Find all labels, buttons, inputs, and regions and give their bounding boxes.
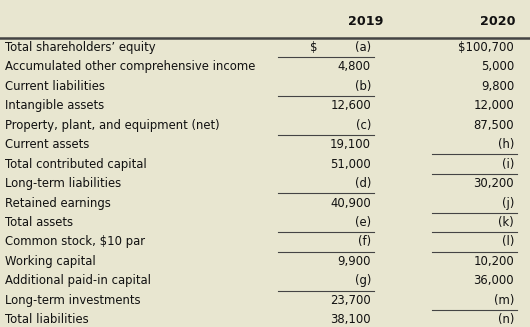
Text: (f): (f) [358, 235, 371, 249]
Text: Retained earnings: Retained earnings [5, 197, 111, 210]
Text: 36,000: 36,000 [473, 274, 514, 287]
Text: (b): (b) [355, 80, 371, 93]
Text: Long-term liabilities: Long-term liabilities [5, 177, 121, 190]
Text: Total liabilities: Total liabilities [5, 313, 89, 326]
Text: Common stock, $10 par: Common stock, $10 par [5, 235, 145, 249]
Text: (g): (g) [355, 274, 371, 287]
Text: 30,200: 30,200 [473, 177, 514, 190]
Text: 23,700: 23,700 [330, 294, 371, 307]
Text: Working capital: Working capital [5, 255, 96, 268]
Text: (m): (m) [494, 294, 514, 307]
Text: 10,200: 10,200 [473, 255, 514, 268]
Text: Total assets: Total assets [5, 216, 73, 229]
Text: (c): (c) [356, 119, 371, 132]
Text: Current assets: Current assets [5, 138, 90, 151]
Text: (j): (j) [502, 197, 514, 210]
Text: 12,600: 12,600 [330, 99, 371, 112]
Text: 51,000: 51,000 [330, 158, 371, 171]
Text: (i): (i) [502, 158, 514, 171]
Text: Additional paid-in capital: Additional paid-in capital [5, 274, 151, 287]
Text: Current liabilities: Current liabilities [5, 80, 105, 93]
Text: 9,900: 9,900 [338, 255, 371, 268]
Text: Accumulated other comprehensive income: Accumulated other comprehensive income [5, 60, 255, 73]
Text: Long-term investments: Long-term investments [5, 294, 141, 307]
Text: 9,800: 9,800 [481, 80, 514, 93]
Text: (l): (l) [502, 235, 514, 249]
Text: 2020: 2020 [481, 15, 516, 28]
Text: 5,000: 5,000 [481, 60, 514, 73]
Text: Property, plant, and equipment (net): Property, plant, and equipment (net) [5, 119, 220, 132]
Text: 4,800: 4,800 [338, 60, 371, 73]
Text: $100,700: $100,700 [458, 41, 514, 54]
Text: 38,100: 38,100 [330, 313, 371, 326]
Text: 2019: 2019 [348, 15, 383, 28]
Text: 87,500: 87,500 [473, 119, 514, 132]
Text: (d): (d) [355, 177, 371, 190]
Text: Total contributed capital: Total contributed capital [5, 158, 147, 171]
Text: (n): (n) [498, 313, 514, 326]
Text: 19,100: 19,100 [330, 138, 371, 151]
Text: (e): (e) [355, 216, 371, 229]
Text: Intangible assets: Intangible assets [5, 99, 104, 112]
Text: $          (a): $ (a) [310, 41, 371, 54]
Text: 40,900: 40,900 [330, 197, 371, 210]
Text: (k): (k) [498, 216, 514, 229]
Text: 12,000: 12,000 [473, 99, 514, 112]
Text: Total shareholders’ equity: Total shareholders’ equity [5, 41, 156, 54]
Text: (h): (h) [498, 138, 514, 151]
